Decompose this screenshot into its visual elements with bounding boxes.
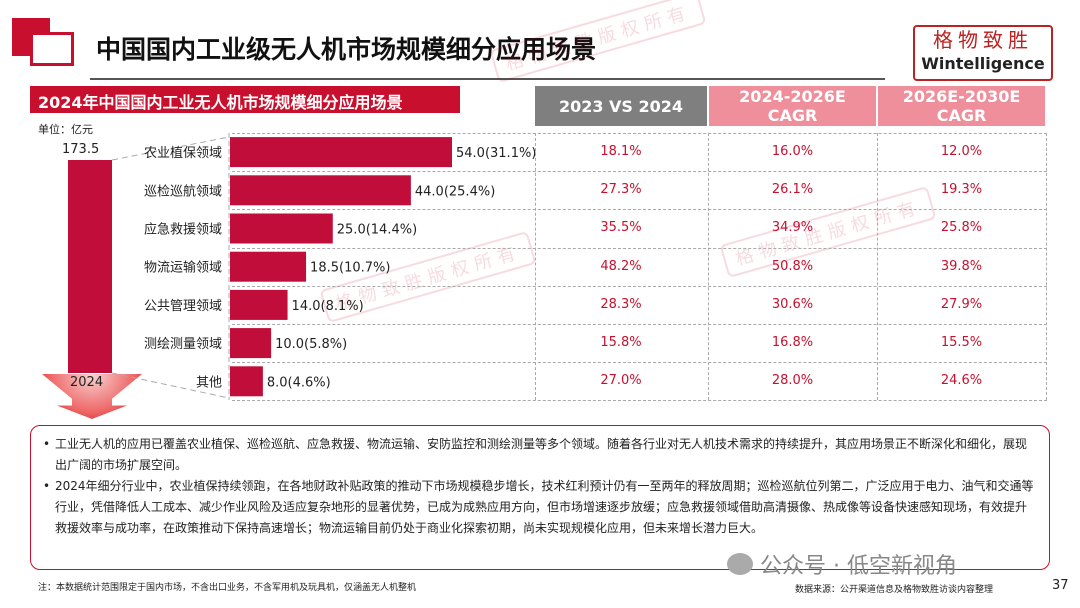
category-label: 应急救援领域 [144,222,222,238]
table-cell: 39.8% [940,258,983,274]
brand-cn: 格物致胜 [933,28,1033,52]
data-label: 14.0(8.1%) [292,299,364,314]
category-label: 巡检巡航领域 [144,183,222,199]
data-label: 54.0(31.1%) [456,146,536,161]
brand-en: Wintelligence [921,54,1045,73]
row-divider [232,362,1047,364]
wechat-watermark: 公众号 · 低空新视角 [760,554,957,579]
row-divider [232,400,1047,402]
table-cell: 28.0% [771,373,814,389]
table-cell: 26.1% [771,182,814,198]
category-label: 公共管理领域 [144,299,222,314]
total-year-label: 2024 [70,375,104,390]
table-cell: 12.0% [940,144,983,159]
table-cell: 27.0% [600,373,642,389]
table-header: 2024-2026E CAGR [709,86,876,126]
table-cell: 24.6% [940,373,983,389]
table-cell: 50.8% [771,258,814,274]
row-divider [232,324,1047,325]
total-bar [68,160,112,373]
data-source: 数据来源：公开渠道信息及格物致胜访谈内容整理 [795,585,994,595]
bar [230,175,411,206]
row-divider [232,209,1047,211]
column-divider [877,133,878,400]
row-divider [232,171,1047,173]
table-cell: 28.3% [600,296,642,312]
data-label: 44.0(25.4%) [415,184,495,199]
table-cell: 34.9% [771,220,814,236]
column-divider [1046,133,1047,400]
chart-title: 2024年中国国内工业无人机市场规模细分应用场景 [30,86,460,113]
page-title: 中国国内工业级无人机市场规模细分应用场景 [96,35,597,64]
row-divider [232,247,1047,249]
category-label: 物流运输领域 [144,260,222,276]
table-cell: 25.8% [940,220,983,236]
column-divider [535,133,536,400]
bar [230,289,288,320]
table-header: 2023 VS 2024 [535,86,707,126]
page-number: 37 [1052,578,1069,593]
wechat-icon [727,553,753,575]
bar [230,328,272,359]
table-cell: 19.3% [940,182,983,198]
bar [230,213,333,244]
bar [230,137,452,168]
row-divider [232,285,1047,287]
column-divider [708,133,709,400]
bullet-2: 2024年细分行业中，农业植保持续领跑，在各地财政补贴政策的推动下市场规模稳步增… [43,476,1037,539]
category-label: 农业植保领域 [144,146,222,161]
summary-box: 工业无人机的应用已覆盖农业植保、巡检巡航、应急救援、物流运输、安防监控和测绘测量… [30,425,1050,570]
table-cell: 16.8% [771,335,814,350]
table-cell: 30.6% [771,296,814,312]
data-label: 18.5(10.7%) [310,261,390,276]
table-cell: 35.5% [600,220,642,236]
table-cell: 48.2% [600,258,642,274]
table-cell: 27.3% [600,182,642,198]
table-cell: 15.8% [600,335,642,350]
table-cell: 16.0% [771,144,814,159]
row-divider [232,133,1047,134]
category-label: 测绘测量领域 [144,337,222,352]
total-value: 173.5 [62,142,100,157]
bar [230,366,263,397]
footnote: 注：本数据统计范围限定于国内市场，不含出口业务，不含军用机及玩具机，仅涵盖无人机… [38,583,417,593]
unit-label: 单位：亿元 [38,123,93,136]
table-cell: 18.1% [600,144,642,159]
data-label: 10.0(5.8%) [275,337,347,352]
bar-chart: 农业植保领域 54.0(31.1%) 巡检巡航领域 44.0(25.4%) 应急救援领域… [111,133,536,400]
table-cell: 27.9% [940,296,983,312]
logo-square-outline [30,32,74,66]
title-divider [90,78,885,80]
table-header: 2026E-2030E CAGR [878,86,1045,126]
table-cell: 15.5% [940,335,983,350]
data-label: 8.0(4.6%) [267,375,331,390]
bar [230,251,307,282]
data-label: 25.0(14.4%) [337,223,417,238]
brand-logo: 格物致胜 Wintelligence [913,25,1053,81]
bullet-1: 工业无人机的应用已覆盖农业植保、巡检巡航、应急救援、物流运输、安防监控和测绘测量… [43,434,1037,476]
category-label: 其他 [196,375,222,390]
